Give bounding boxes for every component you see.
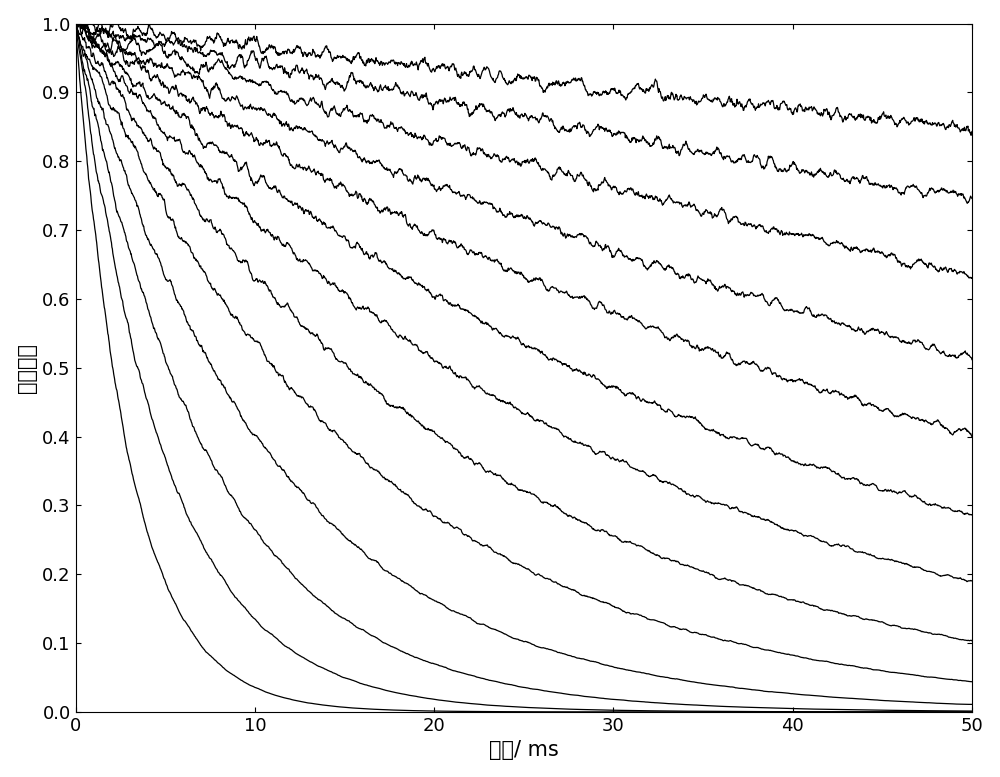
- X-axis label: 时间/ ms: 时间/ ms: [489, 740, 559, 761]
- Y-axis label: 相对幅値: 相对幅値: [17, 343, 37, 393]
